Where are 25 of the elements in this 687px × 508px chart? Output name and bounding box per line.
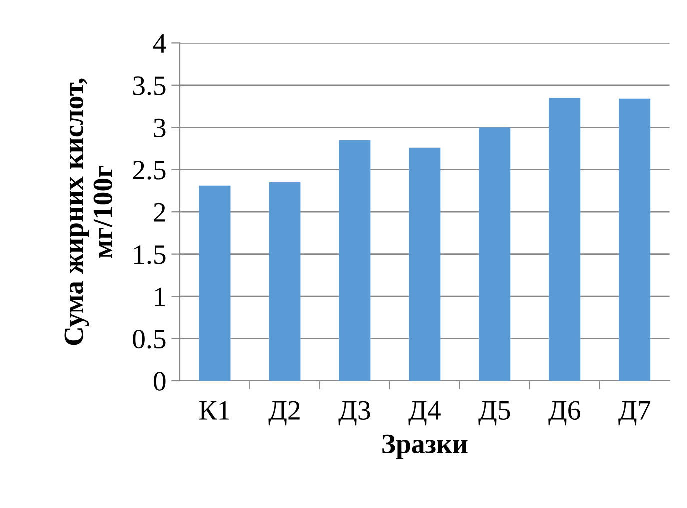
bar — [479, 128, 511, 381]
x-tick-label: Д6 — [548, 401, 580, 426]
bar — [269, 182, 301, 381]
y-tick-label: 1.5 — [134, 246, 166, 264]
y-tick-label: 3 — [154, 118, 166, 138]
x-tick-label: Д5 — [478, 402, 510, 426]
y-tick-label: 2.5 — [133, 161, 166, 180]
x-tick-label: К1 — [200, 401, 230, 420]
bar — [409, 148, 441, 381]
x-tick-label: Д4 — [408, 401, 441, 426]
bar — [549, 98, 581, 381]
y-tick-label: 0 — [154, 372, 166, 391]
y-tick-label: 4 — [153, 34, 166, 53]
x-tick-label: Д3 — [338, 401, 370, 426]
x-axis-title: Зразки — [382, 434, 468, 460]
bar — [199, 186, 231, 381]
y-tick-label: 3.5 — [133, 76, 166, 96]
bar — [619, 98, 651, 381]
y-tick-label: 2 — [154, 203, 166, 222]
y-axis-title: Сума жирних кислот, мг/100г — [64, 78, 113, 346]
x-tick-label: Д7 — [618, 402, 650, 426]
bar — [339, 140, 371, 381]
x-tick-label: Д2 — [268, 401, 300, 426]
y-tick-label: 1 — [155, 288, 166, 306]
y-tick-label: 0.5 — [133, 330, 166, 349]
